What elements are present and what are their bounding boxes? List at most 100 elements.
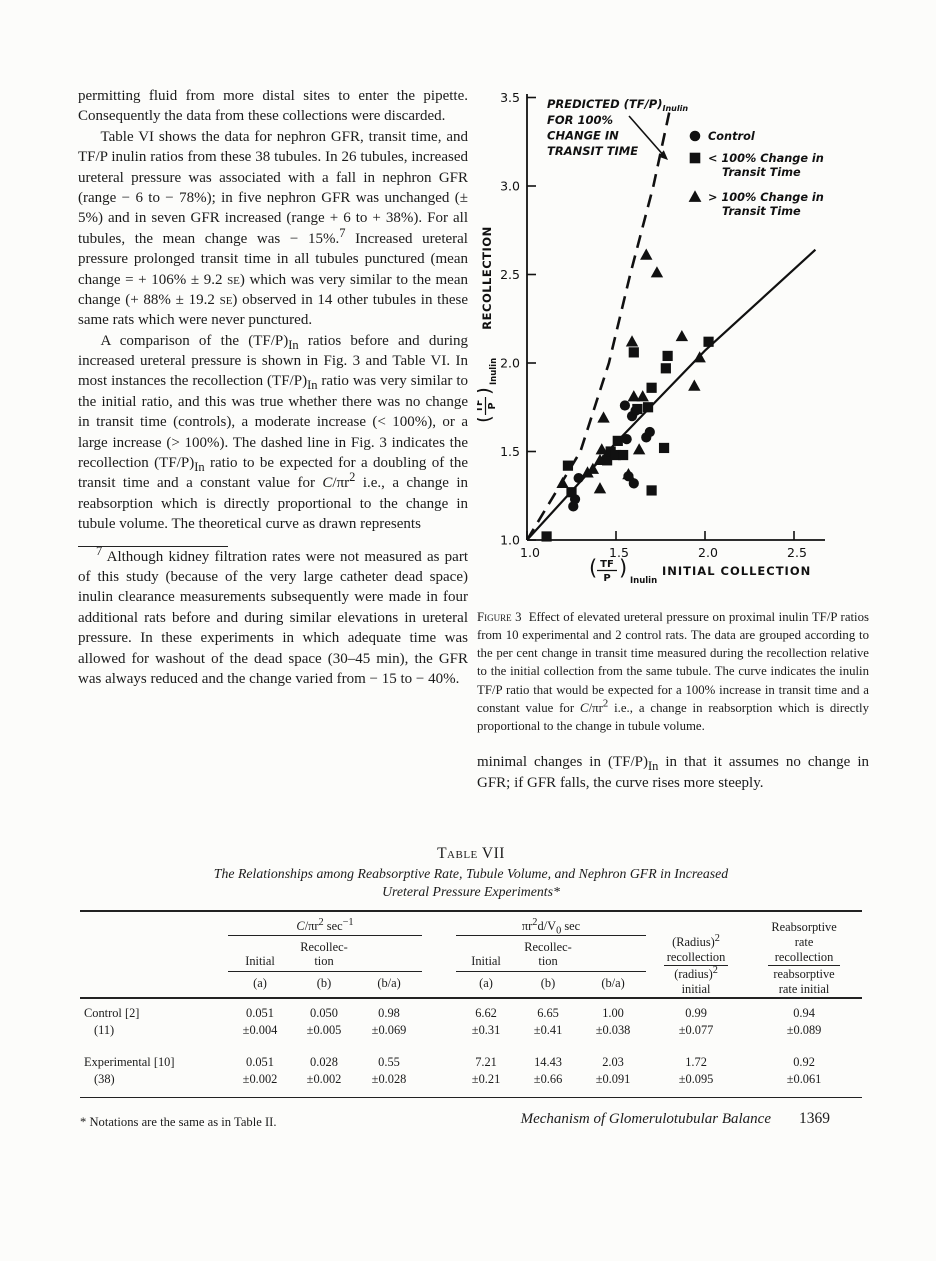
annotation-line: CHANGE IN bbox=[547, 129, 619, 143]
table-row: Control [2] 0.051 0.050 0.98 6.62 6.65 1… bbox=[80, 999, 862, 1022]
cell: 7.21 bbox=[475, 1055, 497, 1070]
cell-se: ±0.061 bbox=[786, 1072, 822, 1087]
row-label-experimental: Experimental [10] bbox=[84, 1055, 175, 1070]
cell: 0.028 bbox=[310, 1055, 338, 1070]
left-text-column: permitting fluid from more distal sites … bbox=[78, 86, 468, 689]
table-vii-section: Table VII The Relationships among Reabso… bbox=[80, 845, 863, 1130]
table-vii: C/πr2 sec−1 πr2d/V0 sec (Radius)2 recolle… bbox=[80, 909, 863, 1099]
svg-text:P: P bbox=[603, 573, 610, 584]
annotation-line: PREDICTED (TF/P)Inulin bbox=[547, 97, 688, 113]
radius-ratio-numerator: (Radius)2 recollection bbox=[663, 933, 729, 967]
y-tick-label: 1.5 bbox=[500, 444, 520, 459]
cell: 0.051 bbox=[246, 1006, 274, 1021]
legend-label: > 100% Change in bbox=[708, 191, 824, 204]
column-group-pir2d-v0: πr2d/V0 sec bbox=[456, 909, 647, 936]
y-tick-label: 1.0 bbox=[500, 533, 520, 548]
cell-se: ±0.41 bbox=[533, 1023, 563, 1038]
annotation-arrow bbox=[628, 115, 666, 158]
col-header-b: (b) bbox=[540, 976, 556, 991]
cell-se: ±0.002 bbox=[242, 1072, 278, 1087]
y-axis-label: RECOLLECTION bbox=[480, 226, 494, 329]
column-gap bbox=[422, 1048, 456, 1091]
cell: 6.65 bbox=[537, 1006, 559, 1021]
figure3-caption: Figure 3 Effect of elevated ureteral pre… bbox=[477, 610, 869, 733]
cell-se: ±0.091 bbox=[595, 1072, 631, 1087]
reabsorptive-ratio-numerator: Reabsorptive rate recollection bbox=[768, 920, 840, 967]
cell-se: ±0.089 bbox=[786, 1023, 822, 1038]
svg-text:Inulin: Inulin bbox=[489, 358, 499, 385]
cell-se: ±0.095 bbox=[678, 1072, 714, 1087]
body-paragraph: Table VI shows the data for nephron GFR,… bbox=[78, 128, 469, 329]
legend-label: Transit Time bbox=[722, 205, 801, 218]
cell: 0.94 bbox=[793, 1006, 815, 1021]
cell: 0.99 bbox=[685, 1006, 707, 1021]
y-axis-fraction: (TFP) Inulin bbox=[471, 358, 499, 423]
cell-se: ±0.002 bbox=[306, 1072, 342, 1087]
header-spacer bbox=[80, 909, 228, 999]
legend-label: Transit Time bbox=[722, 166, 801, 179]
table-row-se: (11) ±0.004 ±0.005 ±0.069 ±0.31 ±0.41 ±0… bbox=[80, 1022, 862, 1042]
body-paragraph: permitting fluid from more distal sites … bbox=[78, 88, 468, 125]
col-header-recollection: Recollec-tion bbox=[292, 935, 356, 973]
cell-se: ±0.028 bbox=[371, 1072, 407, 1087]
row-n-control: (11) bbox=[94, 1023, 115, 1038]
legend-label: < 100% Change in bbox=[708, 152, 824, 165]
svg-text:P: P bbox=[487, 402, 498, 409]
running-title: Mechanism of Glomerulotubular Balance bbox=[520, 1111, 771, 1127]
annotation-line: TRANSIT TIME bbox=[547, 144, 638, 158]
col-header-empty bbox=[356, 935, 423, 973]
cell: 0.051 bbox=[246, 1055, 274, 1070]
table-row: Experimental [10] 0.051 0.028 0.55 7.21 … bbox=[80, 1048, 862, 1071]
cell-se: ±0.038 bbox=[595, 1023, 631, 1038]
svg-text:INITIAL COLLECTION: INITIAL COLLECTION bbox=[662, 564, 811, 578]
dashed-predicted-line bbox=[525, 111, 671, 541]
column-group-c-pir2: C/πr2 sec−1 bbox=[228, 909, 423, 936]
legend-label: Control bbox=[708, 130, 755, 143]
row-n-experimental: (38) bbox=[94, 1072, 115, 1087]
body-paragraph: A comparison of the (TF/P)In ratios befo… bbox=[78, 332, 469, 533]
column-gap bbox=[422, 999, 456, 1042]
x-axis-label: (TF P)Inulin INITIAL COLLECTION bbox=[589, 556, 811, 586]
svg-text:(: ( bbox=[589, 556, 597, 580]
column-gap bbox=[422, 909, 457, 999]
footnote-7: 7 Although kidney filtration rates were … bbox=[78, 543, 468, 687]
cell-se: ±0.077 bbox=[678, 1023, 714, 1038]
col-header-b: (b) bbox=[316, 976, 332, 991]
col-header-empty bbox=[580, 935, 647, 973]
col-header-ba: (b/a) bbox=[601, 976, 625, 991]
col-header-ba: (b/a) bbox=[377, 976, 401, 991]
cell: 1.72 bbox=[685, 1055, 707, 1070]
table-rule bbox=[80, 1097, 863, 1099]
cell: 0.98 bbox=[378, 1006, 400, 1021]
cell: 0.050 bbox=[310, 1006, 338, 1021]
figure3-scatter-chart: 1.0 1.5 2.0 2.5 3.0 3.5 1.0 1.5 2.0 2.5 PREDICTED … bbox=[471, 90, 825, 586]
table-subtitle: The Relationships among Reabsorptive Rat… bbox=[213, 866, 729, 899]
x-tick-label: 1.5 bbox=[609, 545, 629, 560]
col-header-initial: Initial bbox=[228, 935, 292, 973]
svg-text:): ) bbox=[619, 556, 627, 580]
svg-text:TF: TF bbox=[477, 400, 485, 413]
column-header-reabsorptive-ratio: Reabsorptive rate recollection reabsorptiv… bbox=[746, 909, 863, 999]
svg-text:Inulin: Inulin bbox=[630, 576, 657, 586]
x-tick-label: 2.5 bbox=[787, 545, 807, 560]
col-header-a: (a) bbox=[479, 976, 493, 991]
footnote-separator bbox=[78, 545, 228, 547]
body-paragraph-continued: minimal changes in (TF/P)In in that it a… bbox=[477, 754, 869, 791]
svg-text:(: ( bbox=[477, 415, 495, 423]
x-tick-label: 1.0 bbox=[520, 545, 540, 560]
column-header-radius-ratio: (Radius)2 recollection (radius)2 initial bbox=[646, 909, 747, 999]
figure3-chart-wrap: 1.0 1.5 2.0 2.5 3.0 3.5 1.0 1.5 2.0 2.5 PREDICTED … bbox=[471, 78, 869, 602]
radius-ratio-denominator: (radius)2 initial bbox=[674, 965, 718, 996]
cell-se: ±0.069 bbox=[371, 1023, 407, 1038]
cell-se: ±0.66 bbox=[533, 1072, 563, 1087]
y-tick-label: 3.0 bbox=[500, 179, 520, 194]
table-title: Table VII bbox=[437, 845, 505, 862]
y-tick-label: 2.5 bbox=[500, 267, 520, 282]
cell-se: ±0.21 bbox=[471, 1072, 501, 1087]
col-header-initial: Initial bbox=[456, 935, 517, 973]
y-tick-label: 2.0 bbox=[500, 356, 520, 371]
row-label-control: Control [2] bbox=[84, 1006, 140, 1021]
cell: 1.00 bbox=[602, 1006, 624, 1021]
col-header-recollection: Recollec-tion bbox=[516, 935, 581, 973]
